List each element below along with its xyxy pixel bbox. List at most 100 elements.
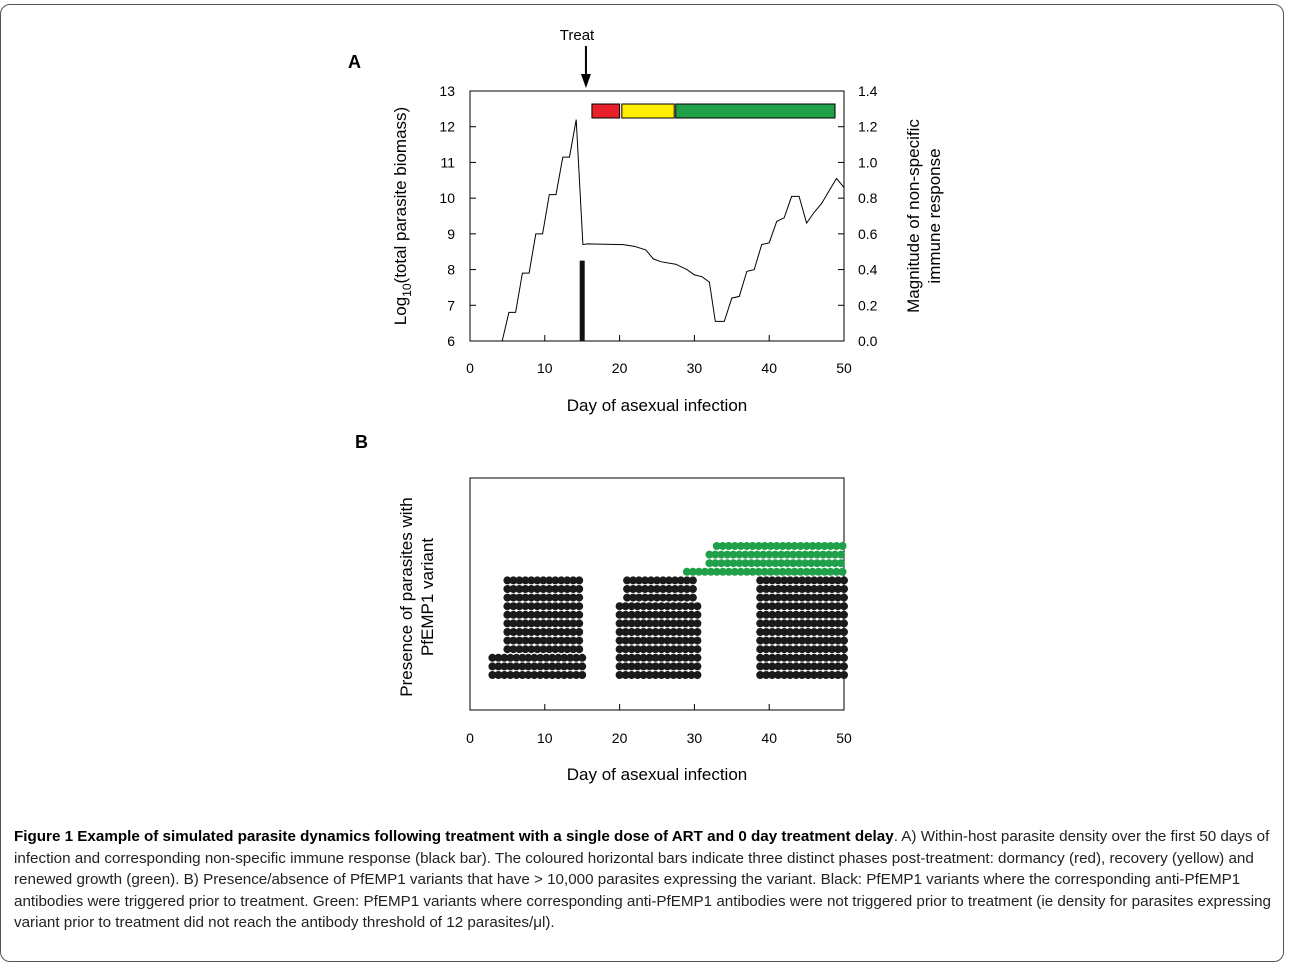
variant-dot-black [792,585,801,593]
variant-dot-black [675,628,684,636]
variant-dot-black [828,662,836,671]
variant-dot-green [819,559,828,568]
variant-dot-black [651,628,660,636]
variant-dot-black [675,602,684,611]
variant-dot-black [828,619,836,628]
variant-dot-green [777,559,786,568]
variant-dot-black [566,662,575,671]
variant-dot-black [774,602,783,611]
panel-a-xtick-label: 20 [612,360,628,376]
variant-dot-black [774,610,783,619]
variant-dot-black [651,636,660,645]
variant-dot-green [735,550,744,559]
variant-dot-black [509,610,518,619]
variant-dot-black [621,610,630,619]
variant-dot-black [792,593,801,602]
variant-dot-black [780,593,789,602]
variant-dot-black [669,636,678,645]
variant-dot-black [693,628,702,636]
variant-dot-green [802,542,811,550]
variant-dot-green [700,567,709,576]
variant-dot-black [554,662,563,671]
variant-dot-black [792,576,801,585]
variant-dot-black [816,628,825,636]
variant-dot-black [780,671,789,679]
variant-dot-black [756,585,765,593]
variant-dot-black [578,662,587,671]
variant-dot-black [780,602,789,611]
variant-dot-black [804,653,813,662]
variant-dot-black [645,602,654,611]
variant-dot-green [837,559,845,568]
variant-dot-black [560,662,569,671]
treat-label: Treat [560,27,595,44]
variant-dot-black [563,645,572,654]
variant-dot-black [804,619,813,628]
variant-dot-black [627,628,636,636]
variant-dot-green [825,550,833,559]
panel-b-xtick-label: 50 [836,730,852,746]
variant-dot-black [545,585,554,593]
variant-dot-black [774,576,783,585]
variant-dot-green [790,542,799,550]
variant-dot-black [639,645,648,654]
variant-dot-black [774,593,783,602]
variant-dot-green [759,550,768,559]
panel-a-ytick-label: 13 [439,83,455,99]
variant-dot-black [651,610,660,619]
variant-dot-black [774,662,783,671]
variant-dot-black [828,610,836,619]
variant-dot-black [551,593,560,602]
variant-dot-black [762,662,771,671]
variant-dot-black [756,645,765,654]
variant-dot-green [832,567,841,576]
variant-dot-black [798,671,807,679]
variant-dot-black [663,653,672,662]
variant-dot-black [774,645,783,654]
variant-dot-black [798,645,807,654]
variant-dot-black [575,576,584,585]
variant-dot-black [774,671,783,679]
variant-dot-black [792,671,801,679]
variant-dot-black [681,619,690,628]
variant-dot-black [663,645,672,654]
variant-dot-black [810,628,819,636]
variant-dot-black [828,593,836,602]
variant-dot-black [804,628,813,636]
panel-a-y2tick-label: 0.6 [858,226,878,242]
variant-dot-black [557,593,566,602]
variant-dot-green [741,550,750,559]
variant-dot-black [804,602,813,611]
variant-dot-green [801,550,810,559]
variant-dot-green [795,550,804,559]
variant-dot-green [778,542,787,550]
variant-dot-black [569,602,578,611]
variant-dot-black [786,610,795,619]
variant-dot-black [768,619,777,628]
variant-dot-black [530,653,539,662]
variant-dot-black [551,645,560,654]
variant-dot-black [530,671,539,679]
variant-dot-black [840,619,848,628]
variant-dot-black [533,593,542,602]
variant-dot-black [639,653,648,662]
variant-dot-black [681,662,690,671]
variant-dot-black [627,610,636,619]
variant-dot-black [816,576,825,585]
panel-a-xtick-label: 0 [466,360,474,376]
variant-dot-black [669,662,678,671]
variant-dot-black [645,645,654,654]
variant-dot-black [545,636,554,645]
variant-dot-black [527,636,536,645]
variant-dot-black [645,628,654,636]
variant-dot-black [657,662,666,671]
variant-dot-black [548,653,557,662]
variant-dot-black [659,585,667,593]
variant-dot-black [780,645,789,654]
variant-dot-black [762,645,771,654]
variant-dot-black [563,576,572,585]
variant-dot-black [675,619,684,628]
variant-dot-black [627,619,636,628]
variant-dot-black [506,653,515,662]
variant-dot-black [633,662,642,671]
